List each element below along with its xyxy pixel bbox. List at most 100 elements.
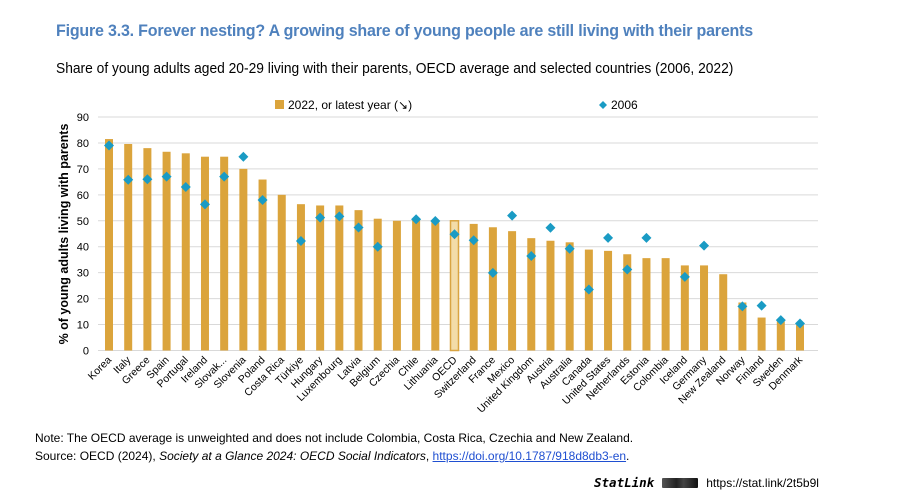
statlink-logo-icon xyxy=(662,477,699,488)
marker-2006 xyxy=(334,211,345,222)
marker-2006 xyxy=(430,216,441,227)
marker-2006 xyxy=(199,199,210,210)
bar-2022 xyxy=(373,218,382,351)
legend: 2022, or latest year (↘) 2006 xyxy=(275,98,638,112)
y-tick-label: 0 xyxy=(83,346,89,358)
bar-2022 xyxy=(354,210,363,351)
bar-2022 xyxy=(565,242,574,351)
y-tick-label: 80 xyxy=(77,138,89,150)
bar-2022 xyxy=(796,325,804,351)
source-doi-link[interactable]: https://doi.org/10.1787/918d8db3-en xyxy=(432,449,627,463)
bars-2022 xyxy=(105,139,804,352)
marker-2006 xyxy=(756,300,767,311)
bar-2022 xyxy=(546,240,555,351)
y-tick-label: 60 xyxy=(77,190,89,202)
legend-swatch-2022 xyxy=(275,100,284,109)
source-sep: , xyxy=(425,449,433,463)
marker-2006 xyxy=(583,284,594,295)
statlink-brand: StatLink xyxy=(594,475,655,490)
statlink: StatLink https://stat.link/2t5b9l xyxy=(594,475,819,490)
bar-2022 xyxy=(316,205,325,351)
marker-2006 xyxy=(104,140,114,151)
bar-2022 xyxy=(200,156,209,351)
x-tick-label: Korea xyxy=(86,354,114,382)
figure-title: Figure 3.3. Forever nesting? A growing s… xyxy=(56,22,753,40)
bar-2022 xyxy=(258,179,267,351)
marker-2006 xyxy=(372,241,383,252)
source-title: Society at a Glance 2024: OECD Social In… xyxy=(159,449,426,463)
y-tick-label: 20 xyxy=(77,294,89,306)
gridlines xyxy=(98,116,818,351)
bar-2022 xyxy=(738,302,747,351)
marker-2006 xyxy=(161,171,172,182)
y-tick-label: 30 xyxy=(77,268,89,280)
x-axis-labels: KoreaItalyGreeceSpainPortugalIrelandSlov… xyxy=(86,354,806,416)
bar-2022 xyxy=(431,222,440,351)
bar-2022 xyxy=(239,168,248,351)
source-prefix: Source: OECD (2024), xyxy=(35,449,160,463)
marker-2006 xyxy=(507,210,518,221)
bar-2022 xyxy=(412,220,421,351)
marker-2006 xyxy=(487,267,498,278)
bar-2022 xyxy=(604,250,613,351)
y-tick-label: 40 xyxy=(77,242,89,254)
figure-subtitle: Share of young adults aged 20-29 living … xyxy=(56,60,734,77)
marker-2006 xyxy=(526,251,537,262)
marker-2006 xyxy=(775,315,786,326)
statlink-url[interactable]: https://stat.link/2t5b9l xyxy=(706,475,819,490)
marker-2006 xyxy=(468,235,479,246)
marker-2006 xyxy=(142,174,153,185)
bar-2022 xyxy=(661,258,670,351)
marker-2006 xyxy=(295,236,306,247)
bar-2022 xyxy=(700,265,709,351)
marker-2006 xyxy=(641,232,652,243)
y-axis-ticks: 0 10 20 30 40 50 60 70 80 90 xyxy=(77,112,89,358)
marker-2006 xyxy=(257,195,268,206)
marker-2006 xyxy=(219,171,230,182)
marker-2006 xyxy=(449,229,460,240)
marker-2006 xyxy=(679,271,690,282)
bar-2022 xyxy=(623,254,632,351)
marker-2006 xyxy=(622,264,633,275)
marker-2006 xyxy=(737,301,748,312)
bar-2022 xyxy=(449,220,460,352)
y-axis-label: % of young adults living with parents xyxy=(57,124,71,345)
bar-2022 xyxy=(469,223,478,351)
marker-2006 xyxy=(411,214,422,225)
markers-2006 xyxy=(104,140,805,329)
marker-2006 xyxy=(795,318,805,329)
y-tick-label: 50 xyxy=(77,216,89,228)
marker-2006 xyxy=(603,232,614,243)
bar-2022 xyxy=(124,143,133,351)
bar-2022 xyxy=(757,317,766,351)
bar-2022 xyxy=(181,153,190,351)
bar-2022 xyxy=(162,151,171,351)
bar-2022 xyxy=(776,321,785,351)
bar-2022 xyxy=(335,205,344,351)
legend-label-2022: 2022, or latest year (↘) xyxy=(288,98,412,112)
figure-source: Source: OECD (2024), Society at a Glance… xyxy=(35,449,629,463)
bar-2022 xyxy=(584,249,593,351)
y-tick-label: 10 xyxy=(77,320,89,332)
bar-2022 xyxy=(508,231,517,351)
legend-label-2006: 2006 xyxy=(611,98,638,112)
bar-2022 xyxy=(220,156,229,351)
bar-2022 xyxy=(642,258,651,351)
bar-2022 xyxy=(488,227,497,351)
marker-2006 xyxy=(699,240,710,251)
source-suffix: . xyxy=(626,449,630,463)
legend-marker-2006 xyxy=(599,101,607,109)
marker-2006 xyxy=(353,222,364,233)
marker-2006 xyxy=(315,212,326,223)
bar-2022 xyxy=(143,148,152,351)
bar-2022 xyxy=(392,220,401,351)
marker-2006 xyxy=(123,174,134,185)
bar-2022 xyxy=(277,194,286,351)
bar-2022 xyxy=(680,265,689,351)
bar-2022 xyxy=(296,204,305,351)
y-tick-label: 90 xyxy=(77,112,89,124)
marker-2006 xyxy=(180,182,191,193)
marker-2006 xyxy=(238,151,249,162)
bar-2022 xyxy=(105,139,113,351)
bar-2022 xyxy=(527,238,536,351)
